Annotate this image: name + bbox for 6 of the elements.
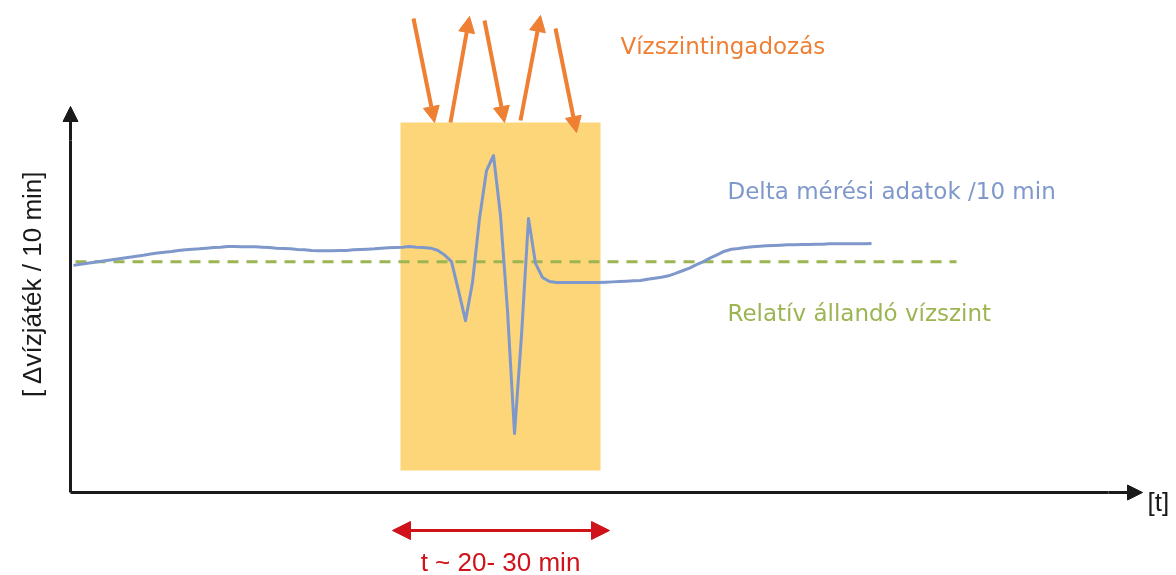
ref-line-label: Relatív állandó vízszint bbox=[727, 299, 992, 326]
series-label: Delta mérési adatok /10 min bbox=[727, 177, 1056, 204]
y-axis-title: [ Δvízjáték / 10 min] bbox=[16, 171, 47, 397]
text: t ~ 20- 30 min bbox=[420, 546, 581, 575]
text: Vízszintingadozás bbox=[620, 32, 826, 59]
text: [t] bbox=[1147, 486, 1170, 517]
